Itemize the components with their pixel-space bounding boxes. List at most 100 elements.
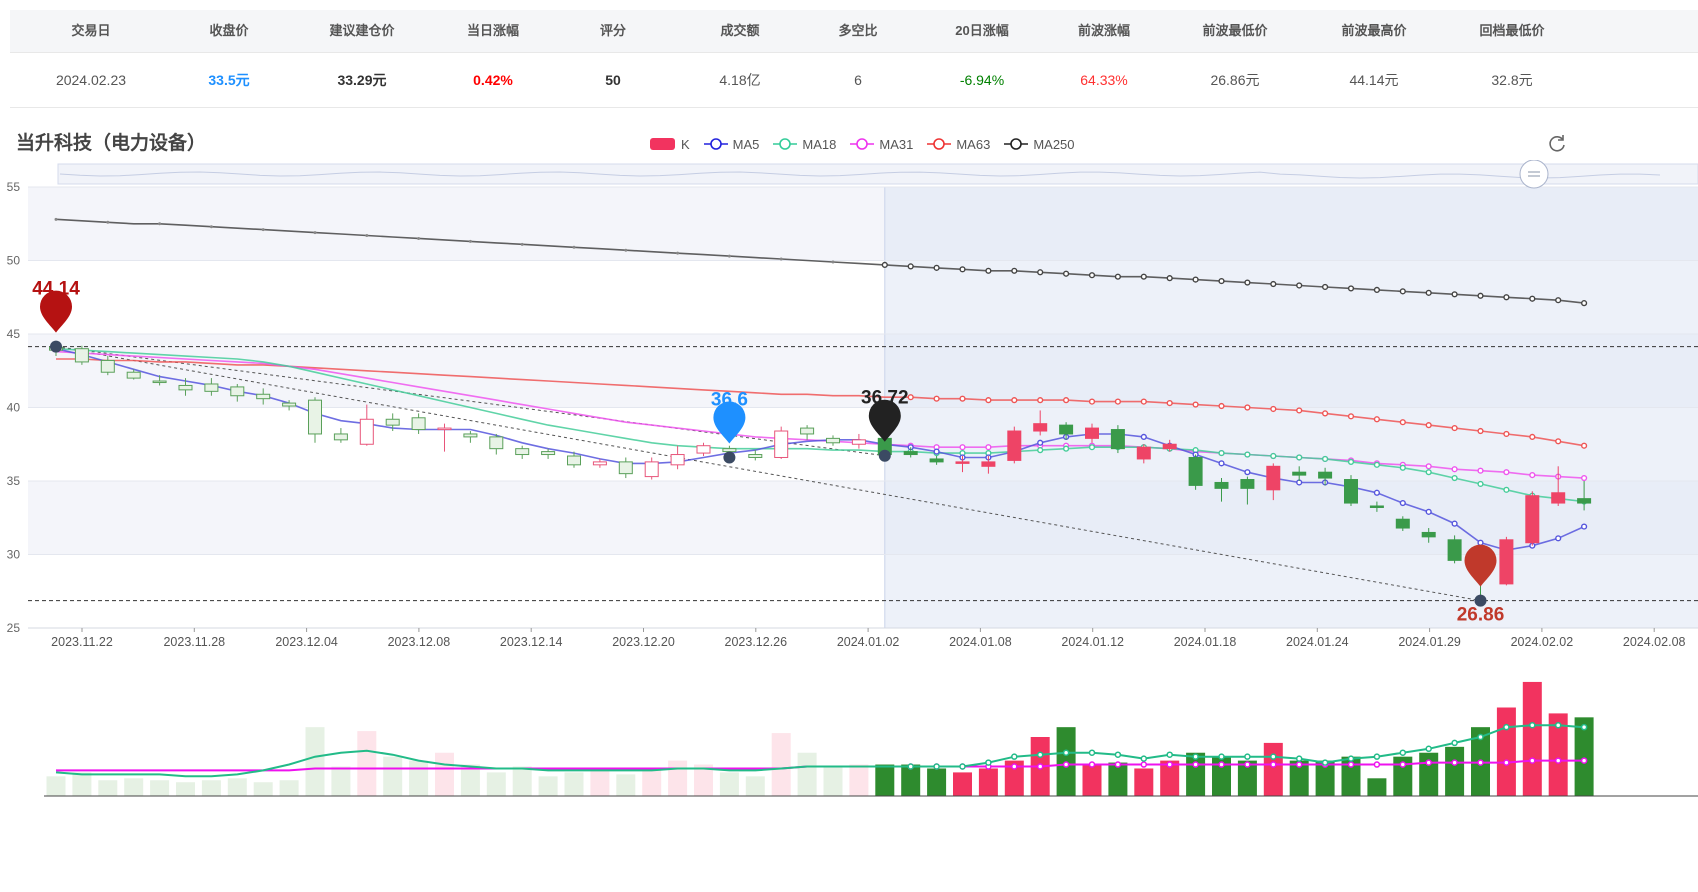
volume-bar <box>616 774 636 796</box>
ma250-point <box>907 263 914 270</box>
y-tick-label: 40 <box>7 401 21 415</box>
volume-bar <box>1367 778 1387 796</box>
header-trade-date: 交易日 <box>71 23 111 38</box>
volume-bar <box>227 778 247 796</box>
candle <box>955 461 970 464</box>
legend-item-ma63[interactable]: MA63 <box>927 137 990 152</box>
candle <box>74 348 89 363</box>
candle <box>1421 531 1436 538</box>
candle <box>1266 465 1281 491</box>
marker-label: 44.14 <box>32 279 80 300</box>
ma31-point <box>1477 467 1484 474</box>
candle <box>696 445 711 454</box>
volume-bar <box>875 764 895 796</box>
candle <box>541 451 556 456</box>
legend-item-ma18[interactable]: MA18 <box>773 137 836 152</box>
ma5-point <box>1477 539 1484 546</box>
header-close-price: 收盘价 <box>209 23 249 38</box>
value-pullback-low: 32.8元 <box>1491 72 1533 88</box>
ma63-point <box>1296 407 1303 414</box>
legend-item-ma5[interactable]: MA5 <box>703 137 759 152</box>
ma63-point <box>1321 410 1329 417</box>
legend-item-ma250[interactable]: MA250 <box>1004 137 1075 152</box>
ma63-point <box>1114 398 1122 405</box>
x-tick-label: 2023.11.22 <box>51 635 113 649</box>
candle <box>826 437 840 444</box>
volume-bar <box>927 768 947 796</box>
candle <box>489 436 504 450</box>
volume-ma-green-point <box>1166 751 1173 758</box>
volume-ma-magenta-point <box>1166 761 1173 768</box>
candle <box>385 418 400 426</box>
candle <box>1499 539 1514 585</box>
volume-bar <box>1548 713 1568 796</box>
x-tick-label: 2024.01.29 <box>1398 635 1461 649</box>
candle <box>152 380 167 384</box>
header-prev-wave-high: 前波最高价 <box>1341 23 1407 38</box>
volume-ma-green-point <box>1529 721 1536 729</box>
volume-ma-magenta-point <box>1218 761 1225 768</box>
ma18-point <box>1037 447 1044 454</box>
volume-ma-magenta-point <box>1114 761 1122 768</box>
value-prev-wave-change: 64.33% <box>1080 72 1128 88</box>
ma250-point <box>1218 277 1225 285</box>
volume-bar <box>1419 752 1439 796</box>
volume-ma-magenta-point <box>1192 761 1199 768</box>
marker-pin <box>1464 544 1497 587</box>
volume-ma-green-point <box>1140 755 1148 762</box>
ma63-point <box>1140 398 1147 405</box>
volume-ma-magenta-point <box>1451 759 1458 766</box>
x-tick-label: 2024.01.08 <box>949 635 1012 649</box>
ma18-point <box>1218 449 1225 457</box>
x-tick-label: 2024.01.18 <box>1174 635 1237 649</box>
volume-ma-magenta-point <box>1477 759 1484 766</box>
volume-ma-magenta-point <box>1580 757 1588 764</box>
volume-ma-magenta-point <box>1399 761 1407 768</box>
ma63-point <box>907 394 914 401</box>
ma250-point <box>1062 270 1070 277</box>
volume-bar <box>771 733 791 796</box>
ma250-point <box>1270 280 1277 288</box>
marker-point <box>1474 594 1487 607</box>
ma5-point <box>1244 469 1251 476</box>
value-daily-change: 0.42% <box>473 72 513 88</box>
volume-ma-magenta-point <box>1244 761 1251 768</box>
volume-ma-magenta-point <box>1529 757 1536 764</box>
ma5-point <box>1399 499 1406 507</box>
volume-bar <box>1393 756 1413 796</box>
chart-legend: K MA5 MA18 MA31 MA63 MA250 <box>650 134 1089 154</box>
volume-ma-green-point <box>959 763 966 770</box>
ma63-point <box>985 397 992 404</box>
candle <box>126 371 141 379</box>
volume-bar <box>357 731 377 796</box>
candle <box>670 454 685 466</box>
trend-line <box>55 346 1481 602</box>
volume-ma-magenta-point <box>1554 757 1562 764</box>
ma63-point <box>1166 399 1173 407</box>
x-tick-label: 2024.01.24 <box>1286 635 1349 649</box>
ma250-point <box>1192 276 1199 283</box>
ma31-point <box>1503 469 1510 476</box>
ma63-line <box>56 358 1585 447</box>
chart-title: 当升科技（电力设备） <box>16 133 207 154</box>
legend-item-k[interactable]: K <box>650 137 690 152</box>
legend-swatch <box>927 138 952 150</box>
zoom-slider <box>57 163 1698 185</box>
marker-label: 26.86 <box>1457 605 1505 626</box>
volume-bar <box>279 780 299 796</box>
ma63-point <box>1244 404 1251 411</box>
legend-item-ma31[interactable]: MA31 <box>850 137 913 152</box>
candle <box>437 427 452 431</box>
refresh-icon[interactable] <box>1546 132 1568 154</box>
candle <box>1059 424 1074 435</box>
ma250-point <box>1399 288 1406 295</box>
candle <box>230 386 245 397</box>
ma250-point <box>365 234 369 238</box>
summary-table: 交易日 收盘价 建议建仓价 当日涨幅 评分 成交额 多空比 20日涨幅 前波涨幅… <box>10 10 1698 108</box>
volume-ma-magenta-point <box>1036 763 1044 770</box>
candle <box>1551 492 1566 504</box>
ma250-point <box>1321 283 1329 291</box>
volume-bar <box>1496 707 1516 796</box>
legend-swatch <box>1004 138 1029 150</box>
candle <box>644 461 659 478</box>
